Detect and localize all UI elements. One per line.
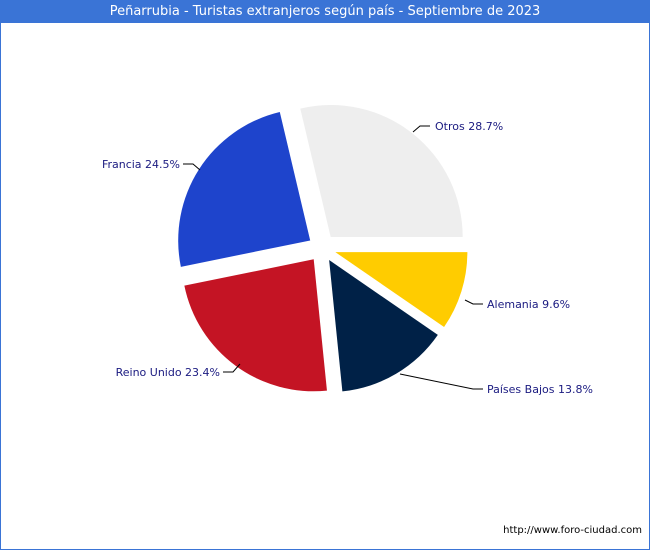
pie-slice-alemania <box>335 252 468 328</box>
slice-label: Reino Unido 23.4% <box>116 366 220 379</box>
pie-slice-otros <box>300 105 463 238</box>
leader-line <box>412 125 430 133</box>
leader-line <box>464 299 483 305</box>
slice-label: Francia 24.5% <box>102 158 180 171</box>
pie-slice-pa-ses-bajos <box>329 260 438 392</box>
source-url: http://www.foro-ciudad.com <box>503 525 642 536</box>
pie-slice-reino-unido <box>184 259 327 392</box>
slice-label: Alemania 9.6% <box>487 298 570 311</box>
leader-line <box>223 363 241 373</box>
leader-line <box>183 163 201 171</box>
leader-line <box>399 373 483 390</box>
slice-label: Países Bajos 13.8% <box>487 383 593 396</box>
chart-title: Peñarrubia - Turistas extranjeros según … <box>0 0 650 23</box>
pie-slice-francia <box>178 112 311 267</box>
slice-label: Otros 28.7% <box>435 120 503 133</box>
